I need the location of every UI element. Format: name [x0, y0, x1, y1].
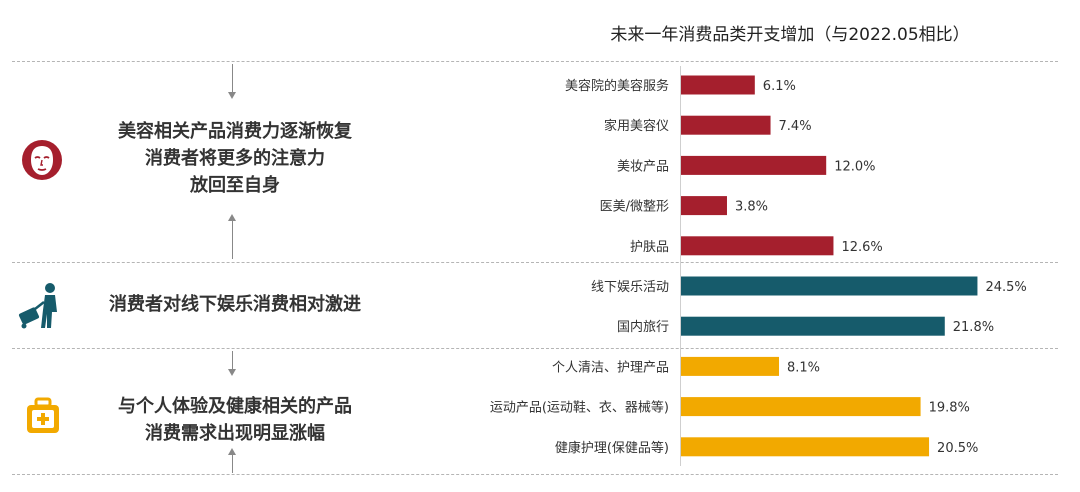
arrow-up-icon	[228, 214, 236, 221]
arrow-down-icon	[228, 369, 236, 376]
value-label: 6.1%	[763, 79, 796, 94]
category-label: 线下娱乐活动	[591, 280, 669, 295]
bar	[681, 196, 727, 216]
category-label: 家用美容仪	[604, 118, 669, 134]
divider-bottom	[12, 474, 1058, 475]
category-label: 美妆产品	[617, 159, 669, 174]
value-label: 24.5%	[985, 280, 1026, 295]
category-label: 医美/微整形	[600, 200, 669, 215]
divider-1	[12, 262, 1058, 263]
bar	[681, 316, 945, 336]
arrow-down-icon	[228, 92, 236, 99]
connector-line	[232, 351, 233, 369]
category-label: 运动产品(运动鞋、衣、器械等)	[490, 400, 669, 416]
connector-line	[232, 455, 233, 473]
group-3-description: 与个人体验及健康相关的产品 消费需求出现明显涨幅	[118, 396, 352, 444]
category-label: 个人清洁、护理产品	[552, 360, 669, 375]
arrow-up-icon	[228, 448, 236, 455]
category-label: 国内旅行	[617, 319, 669, 335]
bar	[681, 236, 834, 256]
value-label: 21.8%	[953, 320, 994, 335]
value-label: 12.6%	[841, 240, 882, 255]
value-label: 3.8%	[735, 200, 768, 215]
group-2-description: 消费者对线下娱乐消费相对激进	[109, 294, 361, 315]
value-label: 19.8%	[929, 401, 970, 416]
category-label: 美容院的美容服务	[565, 78, 669, 94]
bar	[681, 356, 780, 376]
bar	[681, 397, 921, 417]
category-label: 护肤品	[630, 240, 669, 255]
connector-line	[232, 64, 233, 92]
value-label: 8.1%	[787, 360, 820, 375]
traveler-luggage-icon	[16, 280, 68, 336]
group-1-description: 美容相关产品消费力逐渐恢复 消费者将更多的注意力 放回至自身	[118, 121, 352, 196]
divider-2	[12, 348, 1058, 349]
value-label: 7.4%	[779, 119, 812, 134]
value-label: 20.5%	[937, 441, 978, 456]
bar	[681, 75, 755, 95]
bar	[681, 276, 978, 296]
bar	[681, 155, 827, 175]
health-kit-icon	[24, 396, 62, 440]
divider-top	[12, 61, 1058, 62]
chart-title: 未来一年消费品类开支增加（与2022.05相比）	[610, 25, 970, 45]
bar	[681, 437, 930, 457]
connector-line	[232, 221, 233, 259]
bar	[681, 115, 771, 135]
chart-axis-line	[680, 66, 681, 466]
category-label: 健康护理(保健品等)	[555, 440, 669, 456]
value-label: 12.0%	[834, 159, 875, 174]
face-mask-icon	[20, 138, 64, 186]
